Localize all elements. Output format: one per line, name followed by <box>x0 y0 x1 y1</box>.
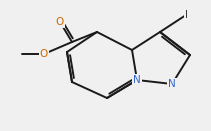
Text: O: O <box>56 17 64 27</box>
Text: N: N <box>133 75 141 85</box>
Text: O: O <box>40 49 48 59</box>
Text: I: I <box>184 10 188 20</box>
Text: N: N <box>168 79 176 89</box>
